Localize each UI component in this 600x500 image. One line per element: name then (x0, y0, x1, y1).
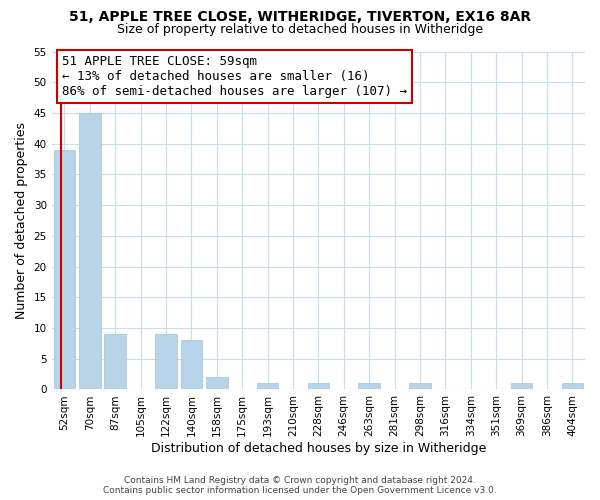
Text: 51 APPLE TREE CLOSE: 59sqm
← 13% of detached houses are smaller (16)
86% of semi: 51 APPLE TREE CLOSE: 59sqm ← 13% of deta… (62, 55, 407, 98)
Bar (206, 377, 227, 390)
Bar (409, 384, 431, 390)
Bar (181, 340, 202, 390)
Text: Contains HM Land Registry data © Crown copyright and database right 2024.
Contai: Contains HM Land Registry data © Crown c… (103, 476, 497, 495)
Bar (155, 334, 177, 390)
Bar (79, 113, 101, 390)
X-axis label: Distribution of detached houses by size in Witheridge: Distribution of detached houses by size … (151, 442, 486, 455)
Bar (257, 384, 278, 390)
Bar (358, 384, 380, 390)
Bar (562, 384, 583, 390)
Bar (511, 384, 532, 390)
Bar (104, 334, 126, 390)
Bar (308, 384, 329, 390)
Text: Size of property relative to detached houses in Witheridge: Size of property relative to detached ho… (117, 22, 483, 36)
Y-axis label: Number of detached properties: Number of detached properties (15, 122, 28, 319)
Bar (53, 150, 75, 390)
Text: 51, APPLE TREE CLOSE, WITHERIDGE, TIVERTON, EX16 8AR: 51, APPLE TREE CLOSE, WITHERIDGE, TIVERT… (69, 10, 531, 24)
